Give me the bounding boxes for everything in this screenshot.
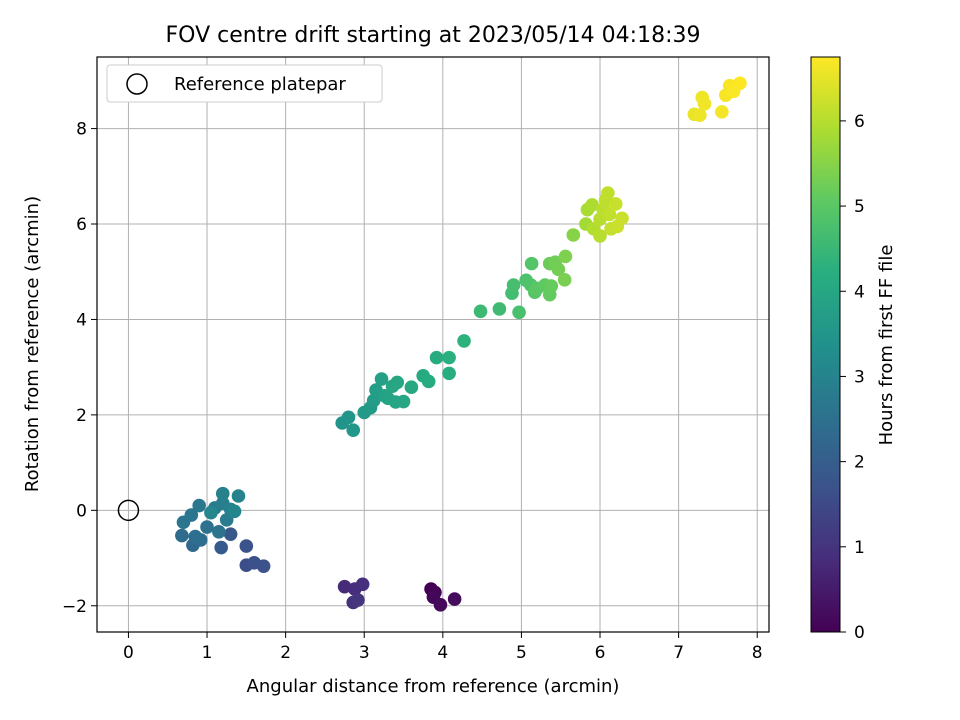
colorbar-gradient bbox=[810, 56, 841, 633]
chart-title: FOV centre drift starting at 2023/05/14 … bbox=[166, 23, 701, 48]
x-tick-label: 0 bbox=[123, 643, 134, 663]
colorbar-label: Hours from first FF file bbox=[876, 245, 897, 446]
y-tick-label: −2 bbox=[62, 597, 87, 617]
x-axis-ticks: 0 1 2 3 4 5 6 7 8 bbox=[123, 632, 763, 663]
data-point bbox=[396, 394, 411, 409]
data-point bbox=[602, 207, 617, 222]
colorbar-tick-label: 6 bbox=[854, 112, 865, 132]
data-point bbox=[188, 529, 203, 544]
y-tick-label: 4 bbox=[76, 310, 87, 330]
x-tick-label: 3 bbox=[359, 643, 370, 663]
data-point bbox=[557, 273, 572, 287]
data-point bbox=[551, 262, 566, 277]
data-point bbox=[447, 592, 462, 606]
legend-box bbox=[106, 64, 383, 103]
data-point bbox=[697, 96, 712, 111]
data-point bbox=[457, 334, 471, 348]
data-point bbox=[184, 508, 199, 522]
legend-label-reference: Reference platepar bbox=[174, 74, 346, 95]
colorbar-tick-label: 2 bbox=[854, 453, 865, 473]
y-tick-label: 0 bbox=[76, 501, 87, 521]
data-point bbox=[341, 410, 356, 425]
data-point bbox=[601, 186, 615, 200]
data-point bbox=[355, 577, 370, 592]
data-point bbox=[524, 256, 539, 271]
data-point bbox=[215, 486, 230, 501]
x-tick-label: 5 bbox=[516, 643, 527, 663]
colorbar-tick-label: 5 bbox=[854, 197, 865, 217]
data-point bbox=[404, 380, 419, 395]
colorbar-tick-label: 1 bbox=[854, 538, 865, 558]
data-point bbox=[615, 211, 629, 226]
x-axis-label: Angular distance from reference (arcmin) bbox=[247, 676, 620, 697]
data-point bbox=[421, 374, 436, 389]
reference-point-marker bbox=[117, 499, 140, 522]
x-tick-label: 6 bbox=[595, 643, 606, 663]
x-tick-label: 1 bbox=[202, 643, 213, 663]
data-point bbox=[175, 528, 189, 543]
data-point bbox=[506, 278, 521, 292]
x-tick-label: 7 bbox=[673, 643, 684, 663]
data-point bbox=[390, 375, 405, 390]
colorbar: 0 1 2 3 4 5 6 Hours from first FF file bbox=[810, 56, 897, 643]
data-point bbox=[429, 350, 444, 365]
data-point bbox=[346, 423, 361, 437]
x-tick-label: 2 bbox=[280, 643, 291, 663]
data-point bbox=[473, 304, 488, 319]
data-point bbox=[219, 513, 234, 527]
data-point bbox=[608, 197, 623, 211]
legend: Reference platepar bbox=[106, 64, 383, 103]
y-tick-label: 6 bbox=[76, 215, 87, 235]
data-point bbox=[231, 489, 246, 503]
data-point bbox=[544, 279, 559, 293]
x-tick-label: 4 bbox=[437, 643, 448, 663]
data-point bbox=[212, 524, 226, 539]
data-point bbox=[351, 593, 365, 607]
data-point bbox=[442, 350, 456, 365]
colorbar-tick-label: 3 bbox=[854, 367, 865, 387]
data-point bbox=[693, 108, 707, 123]
data-point bbox=[733, 76, 747, 91]
y-tick-label: 8 bbox=[76, 120, 87, 140]
data-point bbox=[566, 228, 581, 242]
plot-frame bbox=[96, 56, 770, 633]
x-tick-label: 8 bbox=[752, 643, 763, 663]
data-point bbox=[200, 520, 214, 534]
data-point bbox=[227, 504, 242, 519]
y-tick-label: 2 bbox=[76, 406, 87, 426]
data-point bbox=[214, 540, 228, 555]
data-point bbox=[593, 229, 607, 243]
data-point bbox=[585, 198, 599, 212]
data-point bbox=[192, 498, 206, 513]
colorbar-tick-label: 0 bbox=[854, 623, 865, 643]
colorbar-tick-label: 4 bbox=[854, 282, 865, 302]
data-point bbox=[366, 393, 381, 408]
data-point bbox=[256, 559, 271, 573]
data-point bbox=[492, 302, 507, 316]
data-point bbox=[239, 539, 254, 553]
data-point bbox=[337, 579, 352, 594]
data-point bbox=[374, 372, 389, 386]
legend-marker-reference bbox=[126, 73, 148, 95]
data-point bbox=[715, 105, 729, 119]
data-point bbox=[433, 598, 448, 612]
data-point bbox=[512, 305, 526, 320]
y-axis-label: Rotation from reference (arcmin) bbox=[22, 196, 43, 492]
data-point bbox=[223, 527, 238, 541]
y-axis-ticks: −2 0 2 4 6 8 bbox=[62, 120, 97, 617]
data-point bbox=[204, 505, 218, 520]
colorbar-ticks: 0 1 2 3 4 5 6 bbox=[840, 112, 865, 643]
data-point bbox=[442, 366, 456, 381]
data-points bbox=[117, 76, 747, 612]
data-point bbox=[558, 249, 573, 264]
